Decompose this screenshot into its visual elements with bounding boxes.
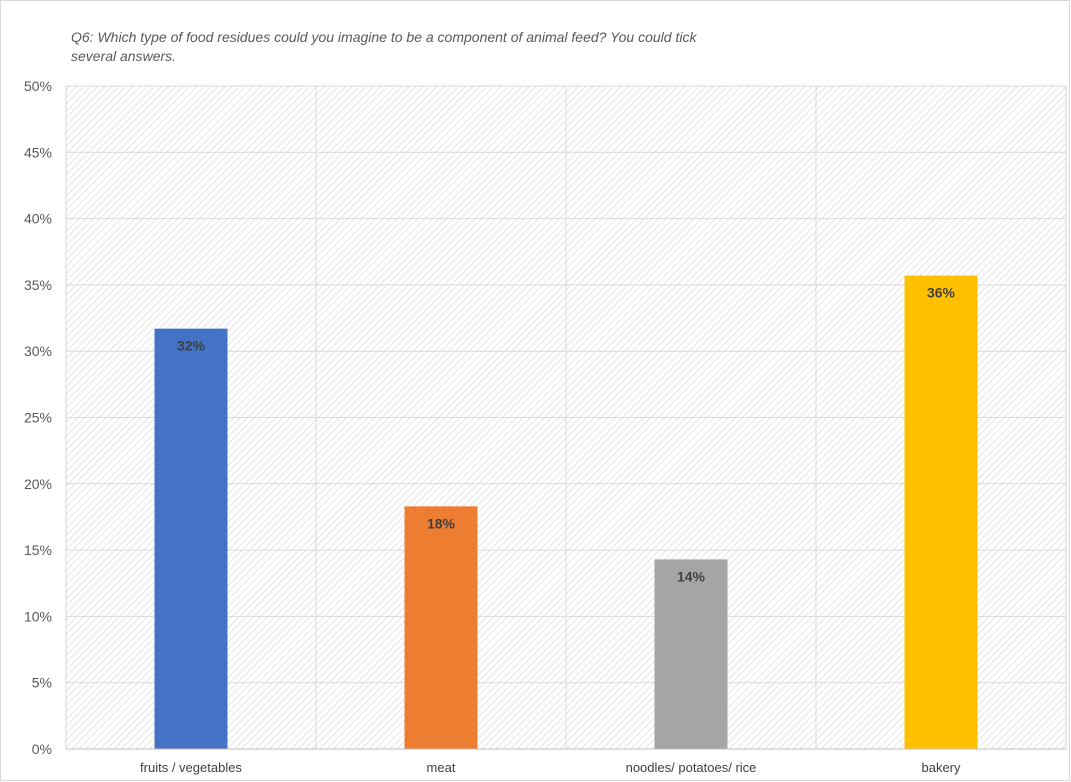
y-axis-tick-labels: 0% 5% 10% 15% 20% 25% 30% 35% 40% 45% 50% bbox=[24, 78, 52, 757]
x-category-label: bakery bbox=[921, 760, 961, 775]
y-tick-label: 0% bbox=[32, 741, 52, 757]
vertical-gridlines bbox=[65, 86, 1067, 749]
x-category-label: meat bbox=[427, 760, 456, 775]
x-category-label: fruits / vegetables bbox=[140, 760, 242, 775]
bar bbox=[154, 328, 228, 749]
bar bbox=[404, 506, 478, 749]
y-tick-label: 35% bbox=[24, 277, 52, 293]
y-tick-label: 10% bbox=[24, 608, 52, 624]
y-tick-label: 45% bbox=[24, 144, 52, 160]
bar bbox=[904, 275, 978, 749]
bar-data-label: 14% bbox=[677, 568, 706, 584]
y-tick-label: 15% bbox=[24, 542, 52, 558]
y-tick-label: 25% bbox=[24, 410, 52, 426]
bar-series bbox=[154, 275, 978, 749]
y-tick-label: 40% bbox=[24, 211, 52, 227]
y-tick-label: 20% bbox=[24, 476, 52, 492]
chart-title: Q6: Which type of food residues could yo… bbox=[71, 29, 697, 64]
chart-title-line-2: several answers. bbox=[71, 48, 176, 64]
x-axis-category-labels: fruits / vegetables meat noodles/ potatoes… bbox=[140, 760, 961, 775]
y-tick-label: 50% bbox=[24, 78, 52, 94]
y-tick-label: 5% bbox=[32, 675, 52, 691]
data-labels: 32% 18% 14% 36% bbox=[177, 285, 956, 585]
bar-data-label: 36% bbox=[927, 285, 956, 301]
bar bbox=[654, 559, 728, 749]
bar-data-label: 18% bbox=[427, 515, 456, 531]
x-category-label: noodles/ potatoes/ rice bbox=[626, 760, 757, 775]
y-tick-label: 30% bbox=[24, 343, 52, 359]
chart-title-line-1: Q6: Which type of food residues could yo… bbox=[71, 29, 697, 45]
bar-data-label: 32% bbox=[177, 338, 206, 354]
